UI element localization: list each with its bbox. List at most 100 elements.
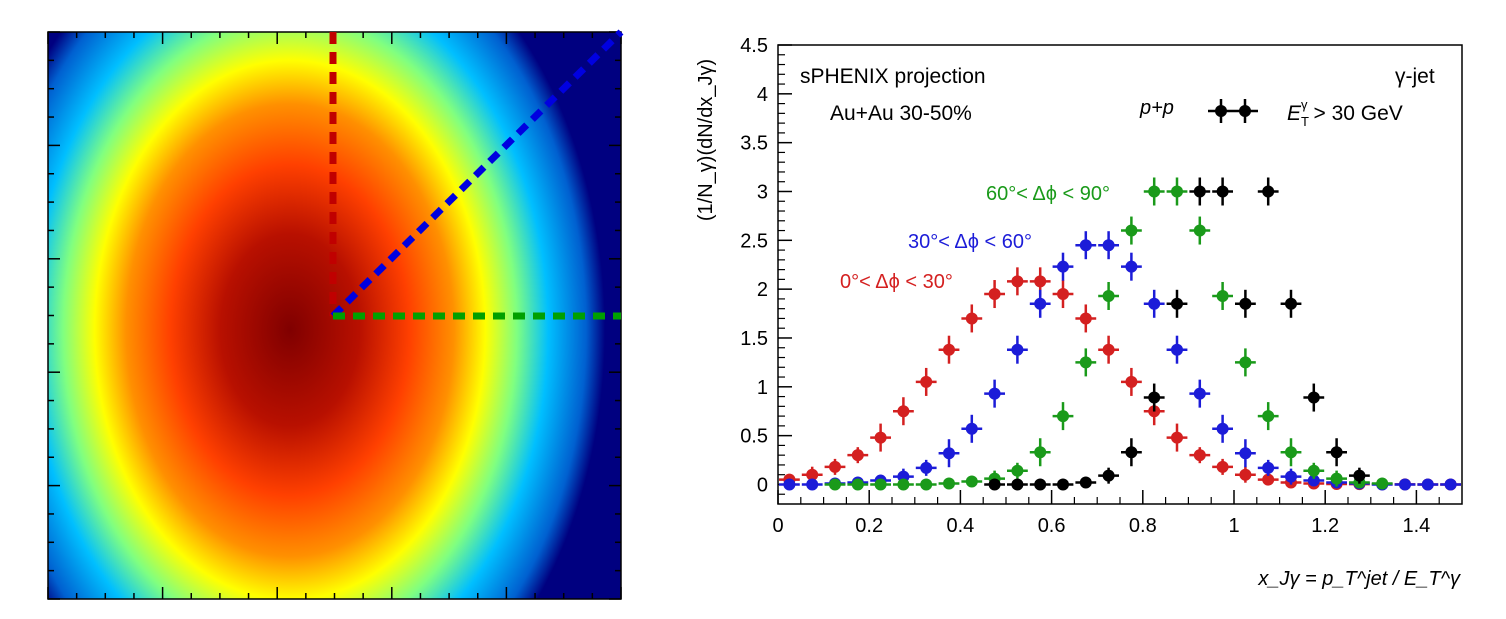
data-point bbox=[1102, 343, 1115, 356]
data-point bbox=[1285, 446, 1297, 459]
x-tick-label: 0.6 bbox=[1038, 515, 1066, 537]
data-point bbox=[1353, 469, 1366, 482]
data-point bbox=[1376, 477, 1389, 490]
data-point bbox=[1057, 478, 1069, 491]
data-point bbox=[806, 468, 819, 481]
data-point bbox=[1125, 446, 1138, 459]
data-point bbox=[920, 375, 933, 388]
data-point bbox=[1193, 224, 1206, 237]
data-point bbox=[1239, 447, 1252, 460]
data-point bbox=[1193, 185, 1206, 198]
data-point bbox=[1239, 297, 1252, 310]
data-point bbox=[1330, 472, 1343, 485]
y-tick-label: 3 bbox=[757, 181, 768, 203]
cut-label: ETγ > 30 GeV bbox=[1287, 97, 1403, 129]
heatmap-panel bbox=[47, 29, 624, 600]
x-tick-label: 0.8 bbox=[1129, 515, 1157, 537]
x-tick-label: 1 bbox=[1228, 515, 1239, 537]
x-tick-label: 1.4 bbox=[1402, 515, 1430, 537]
x-tick-label: 0.2 bbox=[855, 515, 883, 537]
data-point bbox=[897, 405, 910, 418]
data-point bbox=[943, 477, 955, 490]
data-point bbox=[1307, 391, 1320, 404]
data-point bbox=[1011, 478, 1024, 491]
data-point bbox=[1148, 185, 1161, 198]
data-point bbox=[1262, 185, 1275, 198]
heatmap-ticks bbox=[47, 31, 622, 600]
x-tick-label: 0.4 bbox=[946, 515, 974, 537]
data-point bbox=[943, 447, 955, 460]
y-tick-label: 2.5 bbox=[740, 230, 768, 252]
data-point bbox=[965, 475, 978, 488]
data-point bbox=[1079, 356, 1092, 369]
data-point bbox=[1011, 343, 1024, 356]
data-point bbox=[943, 343, 955, 356]
data-point bbox=[1216, 185, 1229, 198]
data-point bbox=[1444, 478, 1457, 491]
data-point bbox=[1125, 375, 1138, 388]
series-label-30-60: 30°< Δϕ < 60° bbox=[908, 231, 1032, 253]
experiment-label: sPHENIX projection bbox=[800, 65, 986, 88]
data-point bbox=[1307, 474, 1320, 487]
y-tick-label: 2 bbox=[757, 279, 768, 301]
data-point bbox=[1148, 391, 1161, 404]
data-point bbox=[829, 478, 841, 491]
legend-pp-marker bbox=[1208, 99, 1258, 123]
data-point bbox=[1307, 464, 1320, 477]
data-point bbox=[1216, 422, 1229, 435]
y-tick-label: 3.5 bbox=[740, 133, 768, 155]
data-point bbox=[988, 387, 1001, 400]
data-point bbox=[1399, 478, 1411, 491]
data-point bbox=[783, 478, 796, 491]
data-point bbox=[1216, 460, 1229, 473]
data-point bbox=[1262, 410, 1275, 423]
data-point bbox=[1057, 410, 1069, 423]
data-point bbox=[1262, 461, 1275, 474]
data-point bbox=[829, 460, 841, 473]
y-tick-label: 4.5 bbox=[740, 35, 768, 57]
x-axis-title: x_Jγ = p_T^jet / E_T^γ bbox=[1257, 568, 1461, 590]
series-group bbox=[779, 267, 1461, 491]
data-point bbox=[874, 431, 887, 444]
data-point bbox=[1171, 185, 1183, 198]
data-point bbox=[1079, 312, 1092, 325]
y-tick-label: 0 bbox=[757, 474, 768, 496]
x-tick-labels: 0 0.2 0.4 0.6 0.8 1 1.2 1.4 bbox=[772, 515, 1430, 537]
data-point bbox=[1171, 343, 1183, 356]
data-point bbox=[920, 461, 933, 474]
data-point bbox=[1262, 473, 1275, 486]
data-point bbox=[1034, 275, 1047, 288]
data-point bbox=[1102, 289, 1115, 302]
y-tick-label: 4 bbox=[757, 84, 768, 106]
y-tick-label: 1.5 bbox=[740, 328, 768, 350]
y-tick-labels: 0 0.5 1 1.5 2 2.5 3 3.5 4 4.5 bbox=[740, 35, 768, 496]
data-point bbox=[965, 422, 978, 435]
chart-panel: 0 0.2 0.4 0.6 0.8 1 1.2 1.4 0 0.5 1 1.5 2 2.5 3 3.5 4 4.… bbox=[695, 35, 1463, 590]
series-group bbox=[824, 177, 1393, 491]
data-point bbox=[1102, 469, 1115, 482]
data-point bbox=[1193, 387, 1206, 400]
data-point bbox=[1125, 260, 1138, 273]
data-point bbox=[965, 312, 978, 325]
data-point bbox=[1171, 297, 1183, 310]
axis-ticks bbox=[777, 44, 1440, 504]
data-point bbox=[988, 288, 1001, 301]
data-point bbox=[1148, 297, 1161, 310]
data-point bbox=[1239, 356, 1252, 369]
y-axis-title: (1/N_γ)(dN/dx_Jγ) bbox=[695, 59, 717, 221]
diagonal-dashed-line bbox=[330, 29, 624, 319]
data-point bbox=[1011, 464, 1024, 477]
data-point bbox=[1193, 449, 1206, 462]
data-point bbox=[1216, 289, 1229, 302]
data-point bbox=[851, 449, 864, 462]
data-point bbox=[806, 478, 819, 491]
series-layer bbox=[779, 177, 1461, 491]
data-point bbox=[1034, 297, 1047, 310]
y-tick-label: 0.5 bbox=[740, 426, 768, 448]
channel-label: γ-jet bbox=[1395, 65, 1435, 88]
data-point bbox=[1034, 446, 1047, 459]
data-point bbox=[1285, 470, 1297, 483]
series-group bbox=[984, 177, 1370, 491]
series-label-0-30: 0°< Δϕ < 30° bbox=[840, 271, 953, 293]
y-tick-label: 1 bbox=[757, 377, 768, 399]
